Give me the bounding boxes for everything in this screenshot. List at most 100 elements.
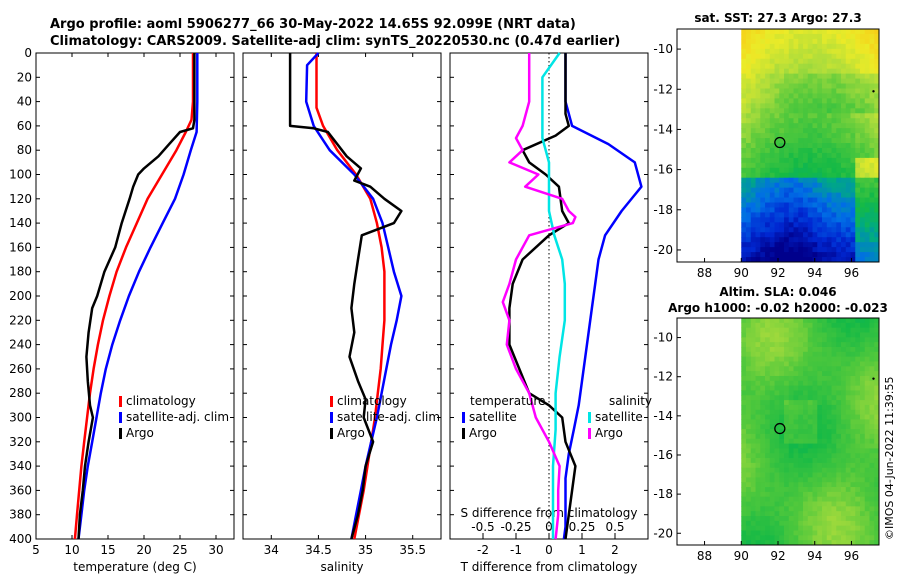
- map-cell: [750, 88, 756, 94]
- map-cell: [841, 535, 847, 541]
- map-cell: [788, 327, 794, 333]
- x-axis-label: T difference from climatology: [460, 560, 638, 574]
- map-cell: [750, 38, 756, 45]
- map-cell: [869, 73, 875, 79]
- map-cell: [793, 496, 799, 502]
- map-cell: [841, 540, 847, 546]
- map-cell: [812, 187, 818, 193]
- map-cell: [860, 192, 866, 198]
- map-cell: [784, 530, 790, 536]
- map-cell: [831, 63, 837, 70]
- map-cell: [784, 138, 790, 144]
- map-cell: [845, 501, 851, 507]
- map-cell: [836, 395, 842, 401]
- x-tick-label: 34: [264, 543, 279, 557]
- map-cell: [855, 332, 861, 338]
- map-cell: [860, 58, 866, 65]
- map-cell: [769, 172, 775, 179]
- map-cell: [769, 147, 775, 154]
- map-cell: [845, 73, 851, 79]
- map-cell: [807, 138, 813, 144]
- map-cell: [769, 197, 775, 203]
- map-cell: [750, 506, 756, 512]
- map-cell: [774, 327, 780, 333]
- map-cell: [860, 491, 866, 498]
- map-cell: [798, 128, 804, 134]
- x-tick-label: 88: [697, 549, 712, 563]
- map-cell: [798, 123, 804, 129]
- map-cell: [855, 222, 861, 228]
- map-cell: [784, 424, 790, 430]
- map-cell: [784, 237, 790, 243]
- map-cell: [860, 424, 866, 430]
- map-cell: [788, 167, 794, 174]
- map-cell: [855, 448, 861, 454]
- map-cell: [841, 438, 847, 444]
- map-cell: [850, 237, 856, 243]
- map-cell: [874, 400, 880, 406]
- map-cell: [845, 511, 851, 517]
- x-tick-label: 96: [844, 266, 859, 280]
- map-cell: [855, 419, 861, 425]
- map-cell: [803, 197, 809, 203]
- map-cell: [798, 38, 804, 45]
- map-cell: [779, 342, 785, 348]
- map-cell: [850, 93, 856, 99]
- map-cell: [793, 332, 799, 338]
- map-cell: [774, 123, 780, 129]
- map-cell: [869, 237, 875, 243]
- map-cell: [860, 88, 866, 94]
- map-cell: [812, 424, 818, 430]
- map-cell: [803, 177, 809, 184]
- map-cell: [864, 429, 870, 435]
- map-cell: [746, 491, 752, 498]
- map-cell: [874, 113, 880, 119]
- map-cell: [746, 207, 752, 213]
- map-cell: [746, 318, 752, 324]
- map-cell: [750, 167, 756, 174]
- map-cell: [784, 118, 790, 124]
- legend-swatch: [462, 412, 465, 423]
- map-cell: [807, 351, 813, 358]
- map-cell: [779, 458, 785, 464]
- map-cell: [822, 380, 828, 387]
- map-cell: [784, 143, 790, 149]
- map-cell: [798, 366, 804, 372]
- map-cell: [746, 424, 752, 430]
- map-cell: [812, 63, 818, 70]
- map-cell: [741, 88, 747, 94]
- map-cell: [864, 118, 870, 124]
- map-cell: [850, 332, 856, 338]
- y-tick-label: -20: [653, 243, 673, 257]
- map-cell: [784, 433, 790, 440]
- map-cell: [864, 242, 870, 248]
- map-cell: [793, 342, 799, 348]
- map-cell: [779, 424, 785, 430]
- map-cell: [850, 38, 856, 45]
- map-cell: [807, 404, 813, 411]
- map-cell: [855, 511, 861, 517]
- map-cell: [831, 227, 837, 233]
- map-cell: [741, 147, 747, 154]
- map-cell: [836, 385, 842, 391]
- x-tick-label: 35.5: [399, 543, 426, 557]
- map-cell: [850, 516, 856, 522]
- map-cell: [860, 172, 866, 179]
- map-cell: [741, 332, 747, 338]
- map-cell: [807, 197, 813, 203]
- map-cell: [869, 29, 875, 35]
- map-cell: [812, 496, 818, 502]
- map-cell: [765, 516, 771, 522]
- map-cell: [803, 207, 809, 213]
- map-cell: [803, 73, 809, 79]
- map-cell: [798, 88, 804, 94]
- map-cell: [788, 83, 794, 89]
- map-cell: [798, 318, 804, 324]
- map-cell: [817, 133, 823, 139]
- map-cell: [807, 43, 813, 50]
- map-cell: [803, 187, 809, 193]
- map-cell: [793, 404, 799, 411]
- map-cell: [769, 438, 775, 444]
- map-cell: [788, 197, 794, 203]
- map-cell: [817, 332, 823, 338]
